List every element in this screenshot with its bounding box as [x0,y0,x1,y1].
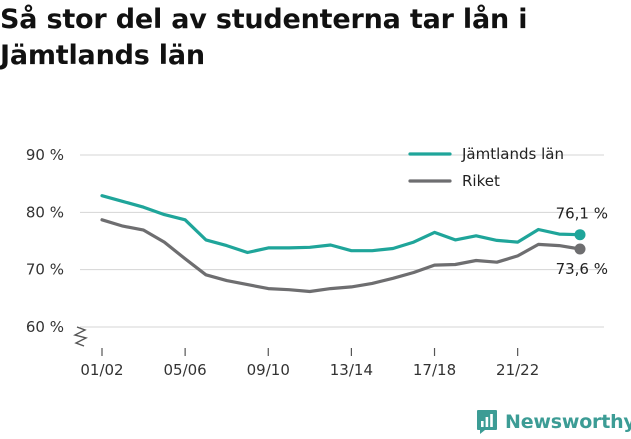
series-end-label: 76,1 % [556,205,608,223]
y-axis-break-icon [73,326,88,347]
page-title: Så stor del av studenterna tar lån i Jäm… [0,4,528,71]
series-line [100,218,582,294]
y-tick-label: 60 % [26,318,64,336]
x-tick-label: 05/06 [164,361,207,379]
y-tick-label: 80 % [26,203,64,221]
x-tick-label: 17/18 [413,361,456,379]
legend: Jämtlands län Riket [408,145,564,190]
series-end-label: 73,6 % [556,260,608,278]
newsworthy-chart-icon [477,410,497,434]
end-labels: 76,1 % 73,6 % [556,205,608,278]
grid-lines [80,154,604,328]
x-tick-label: 01/02 [80,361,123,379]
series-end-point [574,229,586,241]
series-end-point [574,243,586,255]
x-tick-label: 21/22 [496,361,539,379]
legend-label: Jämtlands län [461,145,564,163]
x-axis: 01/02 05/06 09/10 13/14 17/18 21/22 [80,348,539,379]
y-tick-label: 90 % [26,146,64,164]
series-line [100,194,582,255]
brand-logo: Newsworthy [476,407,631,437]
x-tick-label: 09/10 [247,361,290,379]
y-tick-label: 70 % [26,261,64,279]
x-tick-label: 13/14 [330,361,373,379]
series-lines [100,194,586,294]
brand-name: Newsworthy [505,411,631,433]
y-axis-labels: 60 % 70 % 80 % 90 % [26,146,64,336]
legend-label: Riket [462,172,500,190]
